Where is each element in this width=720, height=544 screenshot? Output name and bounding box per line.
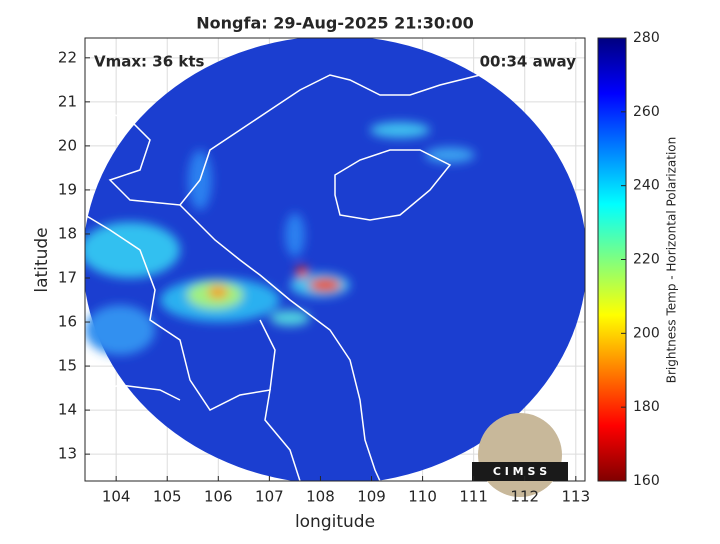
y-tick-label: 21 xyxy=(58,92,77,110)
x-tick-label: 105 xyxy=(153,488,182,506)
x-axis-label: longitude xyxy=(295,512,375,532)
colorbar-tick-label: 220 xyxy=(633,252,660,268)
chart-title: Nongfa: 29-Aug-2025 21:30:00 xyxy=(196,14,473,33)
colorbar-tick-label: 280 xyxy=(633,30,660,46)
colorbar-label: Brightness Temp - Horizontal Polarizatio… xyxy=(665,137,679,384)
y-tick-label: 18 xyxy=(58,224,77,242)
cloud-field xyxy=(85,122,475,355)
x-tick-label: 104 xyxy=(102,488,131,506)
y-tick-label: 13 xyxy=(58,445,77,463)
x-tick-label: 108 xyxy=(306,488,335,506)
y-tick-label: 17 xyxy=(58,268,77,286)
y-tick-label: 16 xyxy=(58,313,77,331)
logo-text: C I M S S xyxy=(493,465,547,478)
colorbar-tick-label: 240 xyxy=(633,178,660,194)
annotation: Vmax: 36 kts xyxy=(94,53,204,71)
x-tick-label: 112 xyxy=(510,488,539,506)
plot-frame xyxy=(84,37,586,482)
logo: C I M S S xyxy=(472,413,568,497)
annotation: 00:34 away xyxy=(480,53,577,71)
colorbar-tick-label: 260 xyxy=(633,104,660,120)
y-tick-label: 22 xyxy=(58,48,77,66)
x-tick-label: 111 xyxy=(459,488,488,506)
y-axis-label: latitude xyxy=(32,227,52,292)
y-tick-label: 19 xyxy=(58,180,77,198)
x-tick-label: 107 xyxy=(255,488,284,506)
coastlines xyxy=(85,39,581,481)
y-tick-label: 15 xyxy=(58,357,77,375)
swath xyxy=(85,38,585,481)
x-tick-label: 110 xyxy=(408,488,437,506)
y-tick-label: 20 xyxy=(58,136,77,154)
colorbar-tick-label: 180 xyxy=(633,399,660,415)
colorbar-tick-label: 200 xyxy=(633,325,660,341)
y-tick-label: 14 xyxy=(58,401,77,419)
x-tick-label: 109 xyxy=(357,488,386,506)
x-tick-label: 113 xyxy=(561,488,590,506)
x-tick-label: 106 xyxy=(204,488,233,506)
colorbar-tick-label: 160 xyxy=(633,473,660,489)
